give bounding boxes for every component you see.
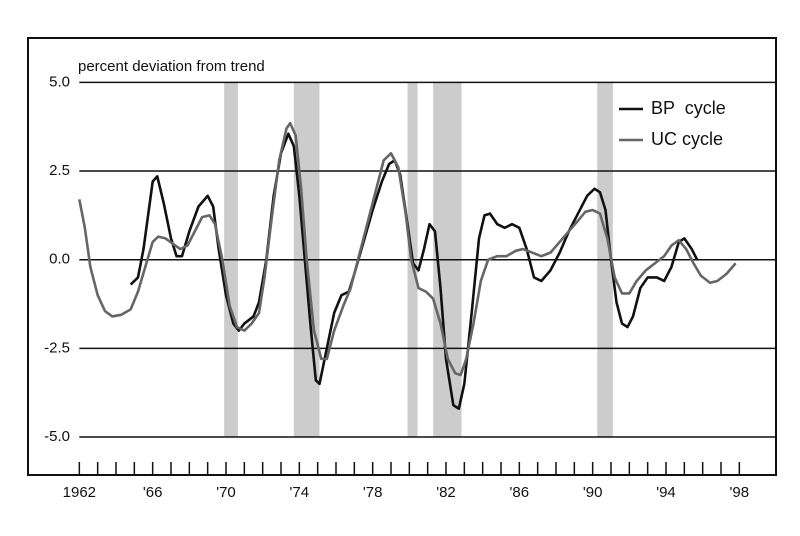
plot-frame [27,37,777,476]
legend-label: BP cycle [651,98,726,118]
x-tick-label: '86 [510,484,530,501]
x-tick-label: '98 [730,484,750,501]
y-tick-label: 0.0 [49,251,70,268]
legend-label: UC cycle [651,129,723,149]
x-tick-label: '74 [290,484,310,501]
y-tick-label: -2.5 [44,339,70,356]
x-tick-label: '66 [143,484,163,501]
x-tick-label: '82 [436,484,456,501]
x-tick-label: '94 [656,484,676,501]
y-tick-label: 5.0 [49,73,70,90]
x-tick-label: '90 [583,484,603,501]
series-line [78,121,737,377]
y-tick-label: 2.5 [49,162,70,179]
x-tick-label: '78 [363,484,383,501]
x-tick-label: '70 [216,484,236,501]
y-tick-label: -5.0 [44,428,70,445]
x-tick-label: 1962 [63,484,96,501]
y-axis-label: percent deviation from trend [78,58,265,75]
